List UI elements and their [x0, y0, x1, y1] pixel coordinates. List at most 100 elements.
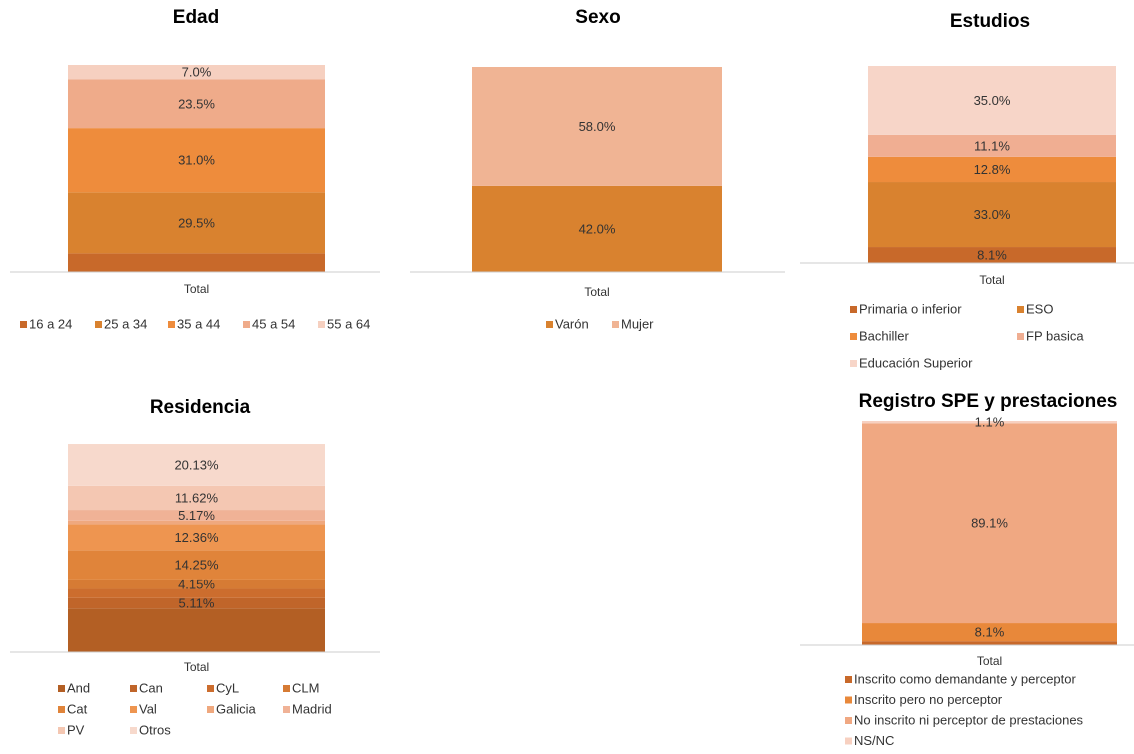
legend-label: ESO	[1026, 301, 1053, 316]
legend-swatch	[58, 685, 65, 692]
legend-label: 25 a 34	[104, 316, 147, 331]
chart-title: Sexo	[575, 7, 620, 28]
legend-swatch	[20, 321, 27, 328]
value-label: 58.0%	[579, 119, 616, 134]
chart-title: Edad	[173, 7, 219, 28]
legend-swatch	[58, 727, 65, 734]
value-label: 5.17%	[178, 508, 215, 523]
bar-segment	[868, 134, 1116, 157]
legend-swatch	[168, 321, 175, 328]
legend-swatch	[95, 321, 102, 328]
legend-item: Can	[130, 680, 163, 695]
value-label: 42.0%	[579, 221, 616, 236]
legend-item: 35 a 44	[168, 316, 220, 331]
category-label: Total	[584, 285, 609, 299]
value-label: 11.62%	[175, 490, 219, 505]
bar-segment	[68, 550, 325, 580]
value-label: 8.1%	[977, 247, 1007, 262]
legend-swatch	[845, 737, 852, 745]
legend-swatch	[318, 321, 325, 328]
bar-segment	[862, 421, 1117, 424]
bar-segment	[868, 66, 1116, 135]
legend-item: FP basica	[1017, 328, 1084, 343]
legend-item: CyL	[207, 680, 239, 695]
category-label: Total	[977, 654, 1002, 668]
chart-title: Registro SPE y prestaciones	[859, 391, 1118, 412]
legend-label: 45 a 54	[252, 316, 295, 331]
value-label: 12.8%	[974, 162, 1011, 177]
legend-swatch	[1017, 333, 1024, 340]
legend-swatch	[130, 685, 137, 692]
bar-segment	[868, 156, 1116, 183]
legend-label: Varón	[555, 316, 589, 331]
bar-segment	[862, 641, 1117, 645]
legend-label: No inscrito ni perceptor de prestaciones	[854, 712, 1084, 727]
bar-segment	[68, 253, 325, 272]
value-label: 4.15%	[178, 577, 215, 592]
bar-segment	[68, 520, 325, 525]
legend-swatch	[207, 685, 214, 692]
value-label: 12.36%	[174, 530, 219, 545]
chart: Residencia 5.11% 4.15% 14.25% 12.36% 5.17% 11.…	[10, 397, 380, 737]
legend-item: Varón	[546, 316, 589, 331]
legend-label: 55 a 64	[327, 316, 370, 331]
legend-item: Inscrito pero no perceptor	[845, 692, 1003, 707]
value-label: 20.13%	[174, 457, 219, 472]
legend-label: Madrid	[292, 701, 332, 716]
legend-item: Val	[130, 701, 157, 716]
chart-title: Estudios	[950, 11, 1030, 32]
value-label: 29.5%	[178, 215, 215, 230]
legend-item: 25 a 34	[95, 316, 147, 331]
value-label: 31.0%	[178, 153, 215, 168]
legend-swatch	[58, 706, 65, 713]
bar-segment	[68, 65, 325, 80]
value-label: 23.5%	[178, 96, 215, 111]
value-label: 89.1%	[971, 516, 1008, 531]
legend-label: 35 a 44	[177, 316, 220, 331]
bar-segment	[68, 608, 325, 652]
bar-segment	[68, 192, 325, 254]
legend-swatch	[207, 706, 214, 713]
legend-item: 55 a 64	[318, 316, 370, 331]
legend-swatch	[130, 706, 137, 713]
legend-label: NS/NC	[854, 733, 894, 748]
legend-item: Educación Superior	[850, 355, 973, 370]
legend-item: Mujer	[612, 316, 654, 331]
legend-swatch	[845, 676, 852, 683]
legend-swatch	[243, 321, 250, 328]
bar-segment	[68, 510, 325, 521]
chart: Edad 29.5% 31.0% 23.5% 7.0% Total 16 a 24 25 a …	[10, 7, 380, 331]
legend-swatch	[130, 727, 137, 734]
legend-swatch	[845, 717, 852, 724]
legend-label: Inscrito pero no perceptor	[854, 692, 1003, 707]
legend-label: Cat	[67, 701, 88, 716]
chart: Estudios 8.1% 33.0% 12.8% 11.1% 35.0% Total Pri…	[800, 11, 1134, 370]
legend-swatch	[850, 360, 857, 367]
category-label: Total	[184, 282, 209, 296]
category-label: Total	[184, 660, 209, 674]
bar-segment	[472, 67, 722, 186]
value-label: 33.0%	[974, 207, 1011, 222]
chart: Sexo 42.0% 58.0% Total Varón Mujer	[410, 7, 785, 331]
legend-label: Val	[139, 701, 157, 716]
legend-label: Otros	[139, 722, 171, 737]
legend-swatch	[850, 306, 857, 313]
legend-label: Bachiller	[859, 328, 910, 343]
legend-item: Otros	[130, 722, 171, 737]
legend-swatch	[612, 321, 619, 328]
bar-segment	[68, 524, 325, 551]
legend-swatch	[850, 333, 857, 340]
bar-segment	[68, 128, 325, 193]
value-label: 8.1%	[975, 625, 1005, 640]
chart-title: Residencia	[150, 397, 251, 418]
legend-label: Mujer	[621, 316, 654, 331]
legend-label: 16 a 24	[29, 316, 72, 331]
bar-segment	[68, 597, 325, 609]
value-label: 5.11%	[179, 595, 215, 610]
bar-segment	[68, 588, 325, 598]
legend-label: Can	[139, 680, 163, 695]
bar-segment	[68, 579, 325, 589]
value-label: 14.25%	[174, 558, 219, 573]
legend-label: CyL	[216, 680, 239, 695]
bar-segment	[868, 247, 1116, 263]
